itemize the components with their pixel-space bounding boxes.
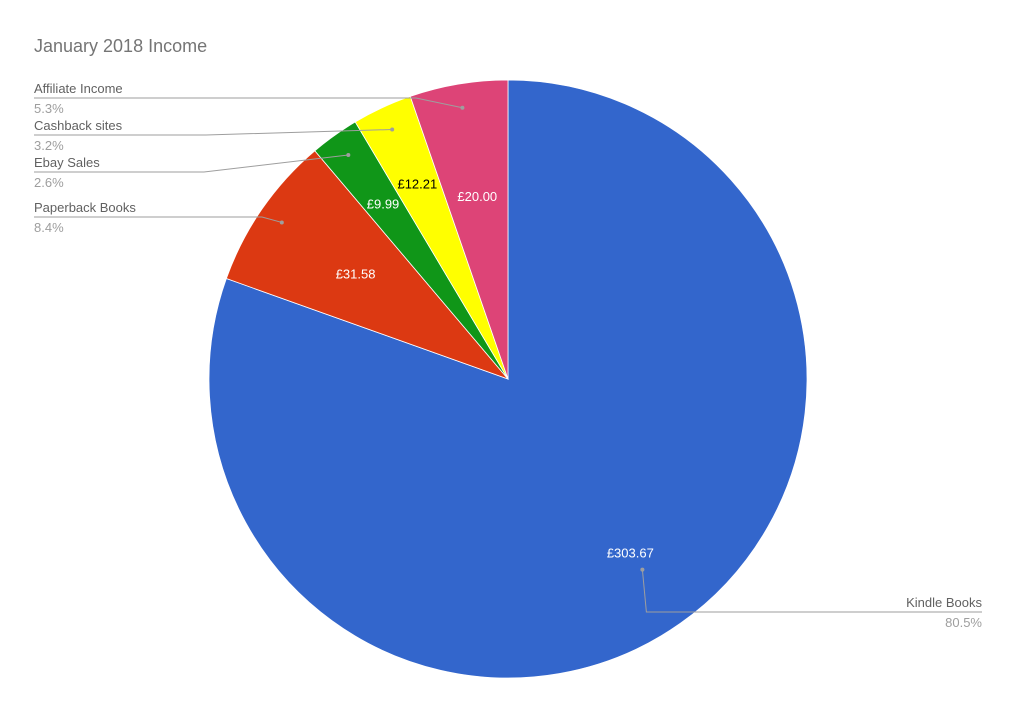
leader-line-kindle-books <box>641 569 982 613</box>
pie-slice-affiliate-income <box>409 79 509 380</box>
legend-labels: Kindle Books 80.5% Paperback Books 8.4% Ebay… <box>34 81 982 630</box>
slice-value-labels: £303.67 £31.58 £9.99 £12.21 £20.00 <box>336 177 654 561</box>
slice-value-label-cashback-sites: £12.21 <box>397 177 437 192</box>
legend-percent-ebay-sales: 2.6% <box>34 175 64 190</box>
slice-value-label-paperback-books: £31.58 <box>336 266 376 281</box>
pie-slice-kindle-books <box>208 79 808 679</box>
slice-value-label-kindle-books: £303.67 <box>607 546 654 561</box>
leader-line-paperback-books <box>34 216 282 223</box>
legend-name-cashback-sites: Cashback sites <box>34 118 123 133</box>
legend-name-kindle-books: Kindle Books <box>906 595 982 610</box>
leader-line-cashback-sites <box>34 128 393 136</box>
pie-slices <box>208 79 808 679</box>
legend-name-paperback-books: Paperback Books <box>34 200 136 215</box>
legend-percent-affiliate-income: 5.3% <box>34 101 64 116</box>
legend-percent-kindle-books: 80.5% <box>945 615 982 630</box>
slice-value-label-affiliate-income: £20.00 <box>457 189 497 204</box>
legend-name-affiliate-income: Affiliate Income <box>34 81 123 96</box>
legend-percent-cashback-sites: 3.2% <box>34 138 64 153</box>
chart-title: January 2018 Income <box>34 36 207 56</box>
slice-value-label-ebay-sales: £9.99 <box>367 197 400 212</box>
pie-slice-paperback-books <box>225 150 510 380</box>
legend-name-ebay-sales: Ebay Sales <box>34 155 100 170</box>
leader-lines <box>34 97 982 613</box>
legend-percent-paperback-books: 8.4% <box>34 220 64 235</box>
leader-line-affiliate-income <box>34 97 463 109</box>
leader-line-ebay-sales <box>34 154 349 173</box>
